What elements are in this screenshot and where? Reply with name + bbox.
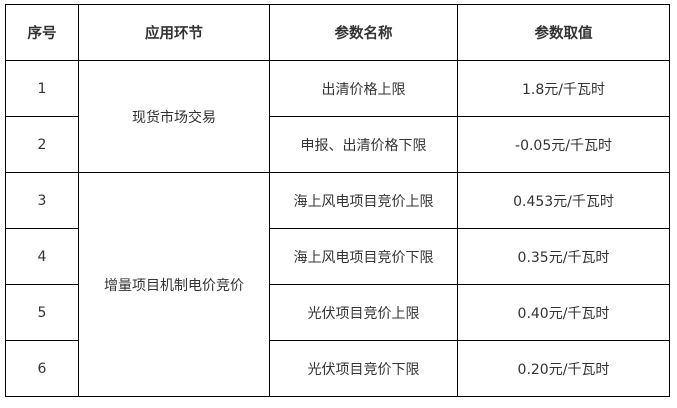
table-row: 4 海上风电项目竞价下限 0.35元/千瓦时: [5, 228, 670, 285]
table-row: 1 现货市场交易 出清价格上限 1.8元/千瓦时: [5, 60, 670, 173]
param-name: 海上风电项目竞价下限: [269, 228, 458, 285]
param-value: 0.453元/千瓦时: [457, 172, 670, 229]
header-stage: 应用环节: [78, 4, 270, 61]
row-no: 4: [5, 228, 79, 285]
row-no: 6: [5, 340, 79, 397]
parameter-table: 序号 应用环节 参数名称 参数取值 1 现货市场交易 出清价格上限 1.8元/千…: [5, 4, 670, 397]
param-value: 0.35元/千瓦时: [457, 228, 670, 285]
param-name: 申报、出清价格下限: [269, 116, 458, 173]
stage-cell: 增量项目机制电价竞价: [78, 172, 270, 397]
row-no: 2: [5, 116, 79, 173]
table-row: 6 光伏项目竞价下限 0.20元/千瓦时: [5, 340, 670, 397]
header-row: 序号 应用环节 参数名称 参数取值: [5, 4, 670, 61]
table-row: 3 增量项目机制电价竞价 海上风电项目竞价上限 0.453元/千瓦时: [5, 172, 670, 397]
param-name: 光伏项目竞价下限: [269, 340, 458, 397]
row-no: 3: [5, 172, 79, 229]
param-value: 1.8元/千瓦时: [457, 60, 670, 117]
param-value: 0.40元/千瓦时: [457, 284, 670, 341]
row-no: 1: [5, 60, 79, 117]
param-value: 0.20元/千瓦时: [457, 340, 670, 397]
param-name: 光伏项目竞价上限: [269, 284, 458, 341]
param-value: -0.05元/千瓦时: [457, 116, 670, 173]
param-name: 出清价格上限: [269, 60, 458, 117]
header-param-value: 参数取值: [457, 4, 670, 61]
row-no: 5: [5, 284, 79, 341]
header-no: 序号: [5, 4, 79, 61]
header-param-name: 参数名称: [269, 4, 458, 61]
table-row: 2 申报、出清价格下限 -0.05元/千瓦时: [5, 116, 670, 173]
param-name: 海上风电项目竞价上限: [269, 172, 458, 229]
stage-cell: 现货市场交易: [78, 60, 270, 173]
